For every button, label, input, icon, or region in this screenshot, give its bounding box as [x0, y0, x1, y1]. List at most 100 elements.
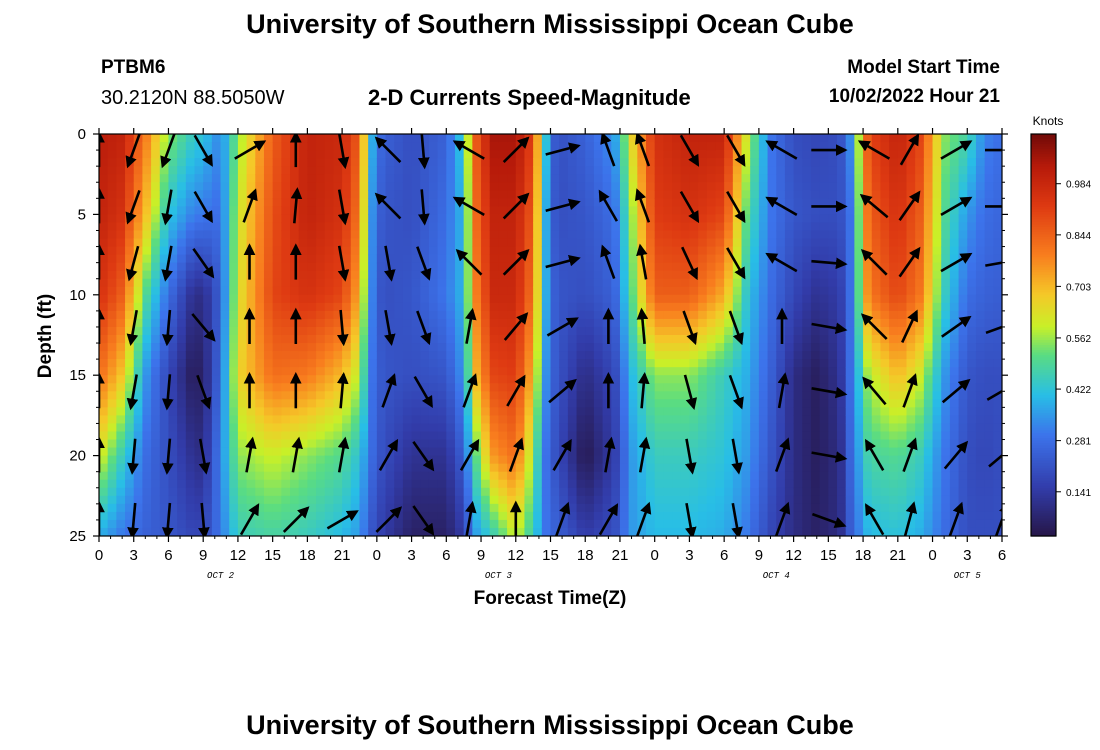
heatmap-cell: [116, 391, 126, 400]
heatmap-cell: [359, 278, 369, 288]
heatmap-cell: [203, 479, 213, 489]
heatmap-cell: [793, 246, 803, 256]
heatmap-cell: [316, 302, 326, 312]
heatmap-cell: [489, 286, 499, 296]
heatmap-cell: [715, 431, 725, 441]
heatmap-cell: [402, 294, 413, 304]
heatmap-cell: [446, 447, 456, 457]
heatmap-cell: [776, 407, 786, 416]
heatmap-cell: [706, 310, 717, 320]
heatmap-cell: [454, 302, 465, 312]
heatmap-cell: [307, 375, 317, 384]
heatmap-cell: [541, 310, 552, 320]
heatmap-cell: [307, 383, 317, 392]
heatmap-cell: [741, 351, 751, 360]
heatmap-cell: [437, 286, 447, 296]
heatmap-cell: [871, 527, 882, 536]
heatmap-cell: [880, 150, 890, 159]
heatmap-cell: [758, 190, 769, 199]
heatmap-cell: [706, 511, 717, 521]
heatmap-cell: [533, 503, 543, 513]
heatmap-cell: [585, 463, 595, 473]
heatmap-cell: [463, 286, 473, 296]
heatmap-cell: [168, 431, 178, 441]
heatmap-cell: [263, 383, 274, 392]
heatmap-cell: [411, 142, 421, 151]
heatmap-cell: [515, 503, 526, 513]
heatmap-cell: [628, 383, 638, 392]
heatmap-cell: [897, 527, 908, 536]
heatmap-cell: [758, 206, 769, 215]
heatmap-cell: [593, 278, 604, 288]
heatmap-cell: [923, 335, 934, 344]
heatmap-cell: [177, 326, 187, 336]
heatmap-cell: [507, 367, 517, 376]
heatmap-cell: [350, 318, 361, 328]
heatmap-cell: [810, 166, 821, 175]
heatmap-cell: [168, 238, 178, 248]
heatmap-cell: [524, 375, 534, 384]
heatmap-cell: [593, 222, 604, 232]
heatmap-cell: [810, 439, 821, 449]
heatmap-cell: [428, 415, 439, 425]
heatmap-cell: [767, 150, 777, 159]
heatmap-cell: [402, 447, 413, 457]
heatmap-cell: [411, 134, 421, 143]
heatmap-cell: [758, 286, 769, 296]
heatmap-cell: [767, 511, 777, 521]
heatmap-cell: [732, 423, 743, 433]
heatmap-cell: [741, 431, 751, 441]
heatmap-cell: [394, 326, 404, 336]
heatmap-cell: [220, 310, 230, 320]
heatmap-cell: [567, 335, 578, 344]
heatmap-cell: [680, 423, 691, 433]
heatmap-cell: [107, 214, 117, 224]
heatmap-cell: [350, 503, 361, 513]
heatmap-cell: [272, 174, 282, 183]
heatmap-cell: [680, 407, 691, 416]
heatmap-cell: [220, 503, 230, 513]
heatmap-cell: [324, 383, 335, 392]
heatmap-cell: [880, 471, 890, 481]
heatmap-cell: [958, 455, 968, 465]
heatmap-cell: [741, 174, 751, 183]
heatmap-cell: [368, 182, 378, 191]
heatmap-cell: [863, 455, 873, 465]
heatmap-cell: [159, 495, 170, 505]
heatmap-cell: [472, 383, 482, 392]
heatmap-cell: [507, 359, 517, 368]
heatmap-cell: [402, 343, 413, 352]
heatmap-cell: [680, 519, 691, 529]
heatmap-cell: [151, 326, 161, 336]
heatmap-cell: [316, 487, 326, 497]
heatmap-cell: [411, 286, 421, 296]
heatmap-cell: [263, 343, 274, 352]
heatmap-cell: [541, 158, 552, 167]
heatmap-cell: [793, 527, 803, 536]
heatmap-cell: [724, 230, 734, 240]
heatmap-cell: [611, 479, 621, 489]
heatmap-cell: [194, 367, 204, 376]
heatmap-cell: [133, 270, 144, 280]
heatmap-cell: [793, 423, 803, 433]
heatmap-cell: [420, 495, 430, 505]
heatmap-cell: [602, 415, 612, 425]
heatmap-cell: [402, 463, 413, 473]
heatmap-cell: [863, 238, 873, 248]
heatmap-cell: [758, 326, 769, 336]
heatmap-cell: [915, 214, 925, 224]
heatmap-cell: [871, 391, 882, 400]
heatmap-cell: [255, 399, 265, 408]
heatmap-cell: [889, 182, 899, 191]
heatmap-cell: [871, 238, 882, 248]
heatmap-cell: [359, 134, 369, 143]
heatmap-cell: [915, 511, 925, 521]
heatmap-cell: [915, 142, 925, 151]
heatmap-cell: [472, 359, 482, 368]
heatmap-cell: [246, 471, 256, 481]
heatmap-cell: [793, 302, 803, 312]
heatmap-cell: [263, 487, 274, 497]
heatmap-cell: [307, 174, 317, 183]
heatmap-cell: [845, 391, 855, 400]
heatmap-cell: [741, 463, 751, 473]
